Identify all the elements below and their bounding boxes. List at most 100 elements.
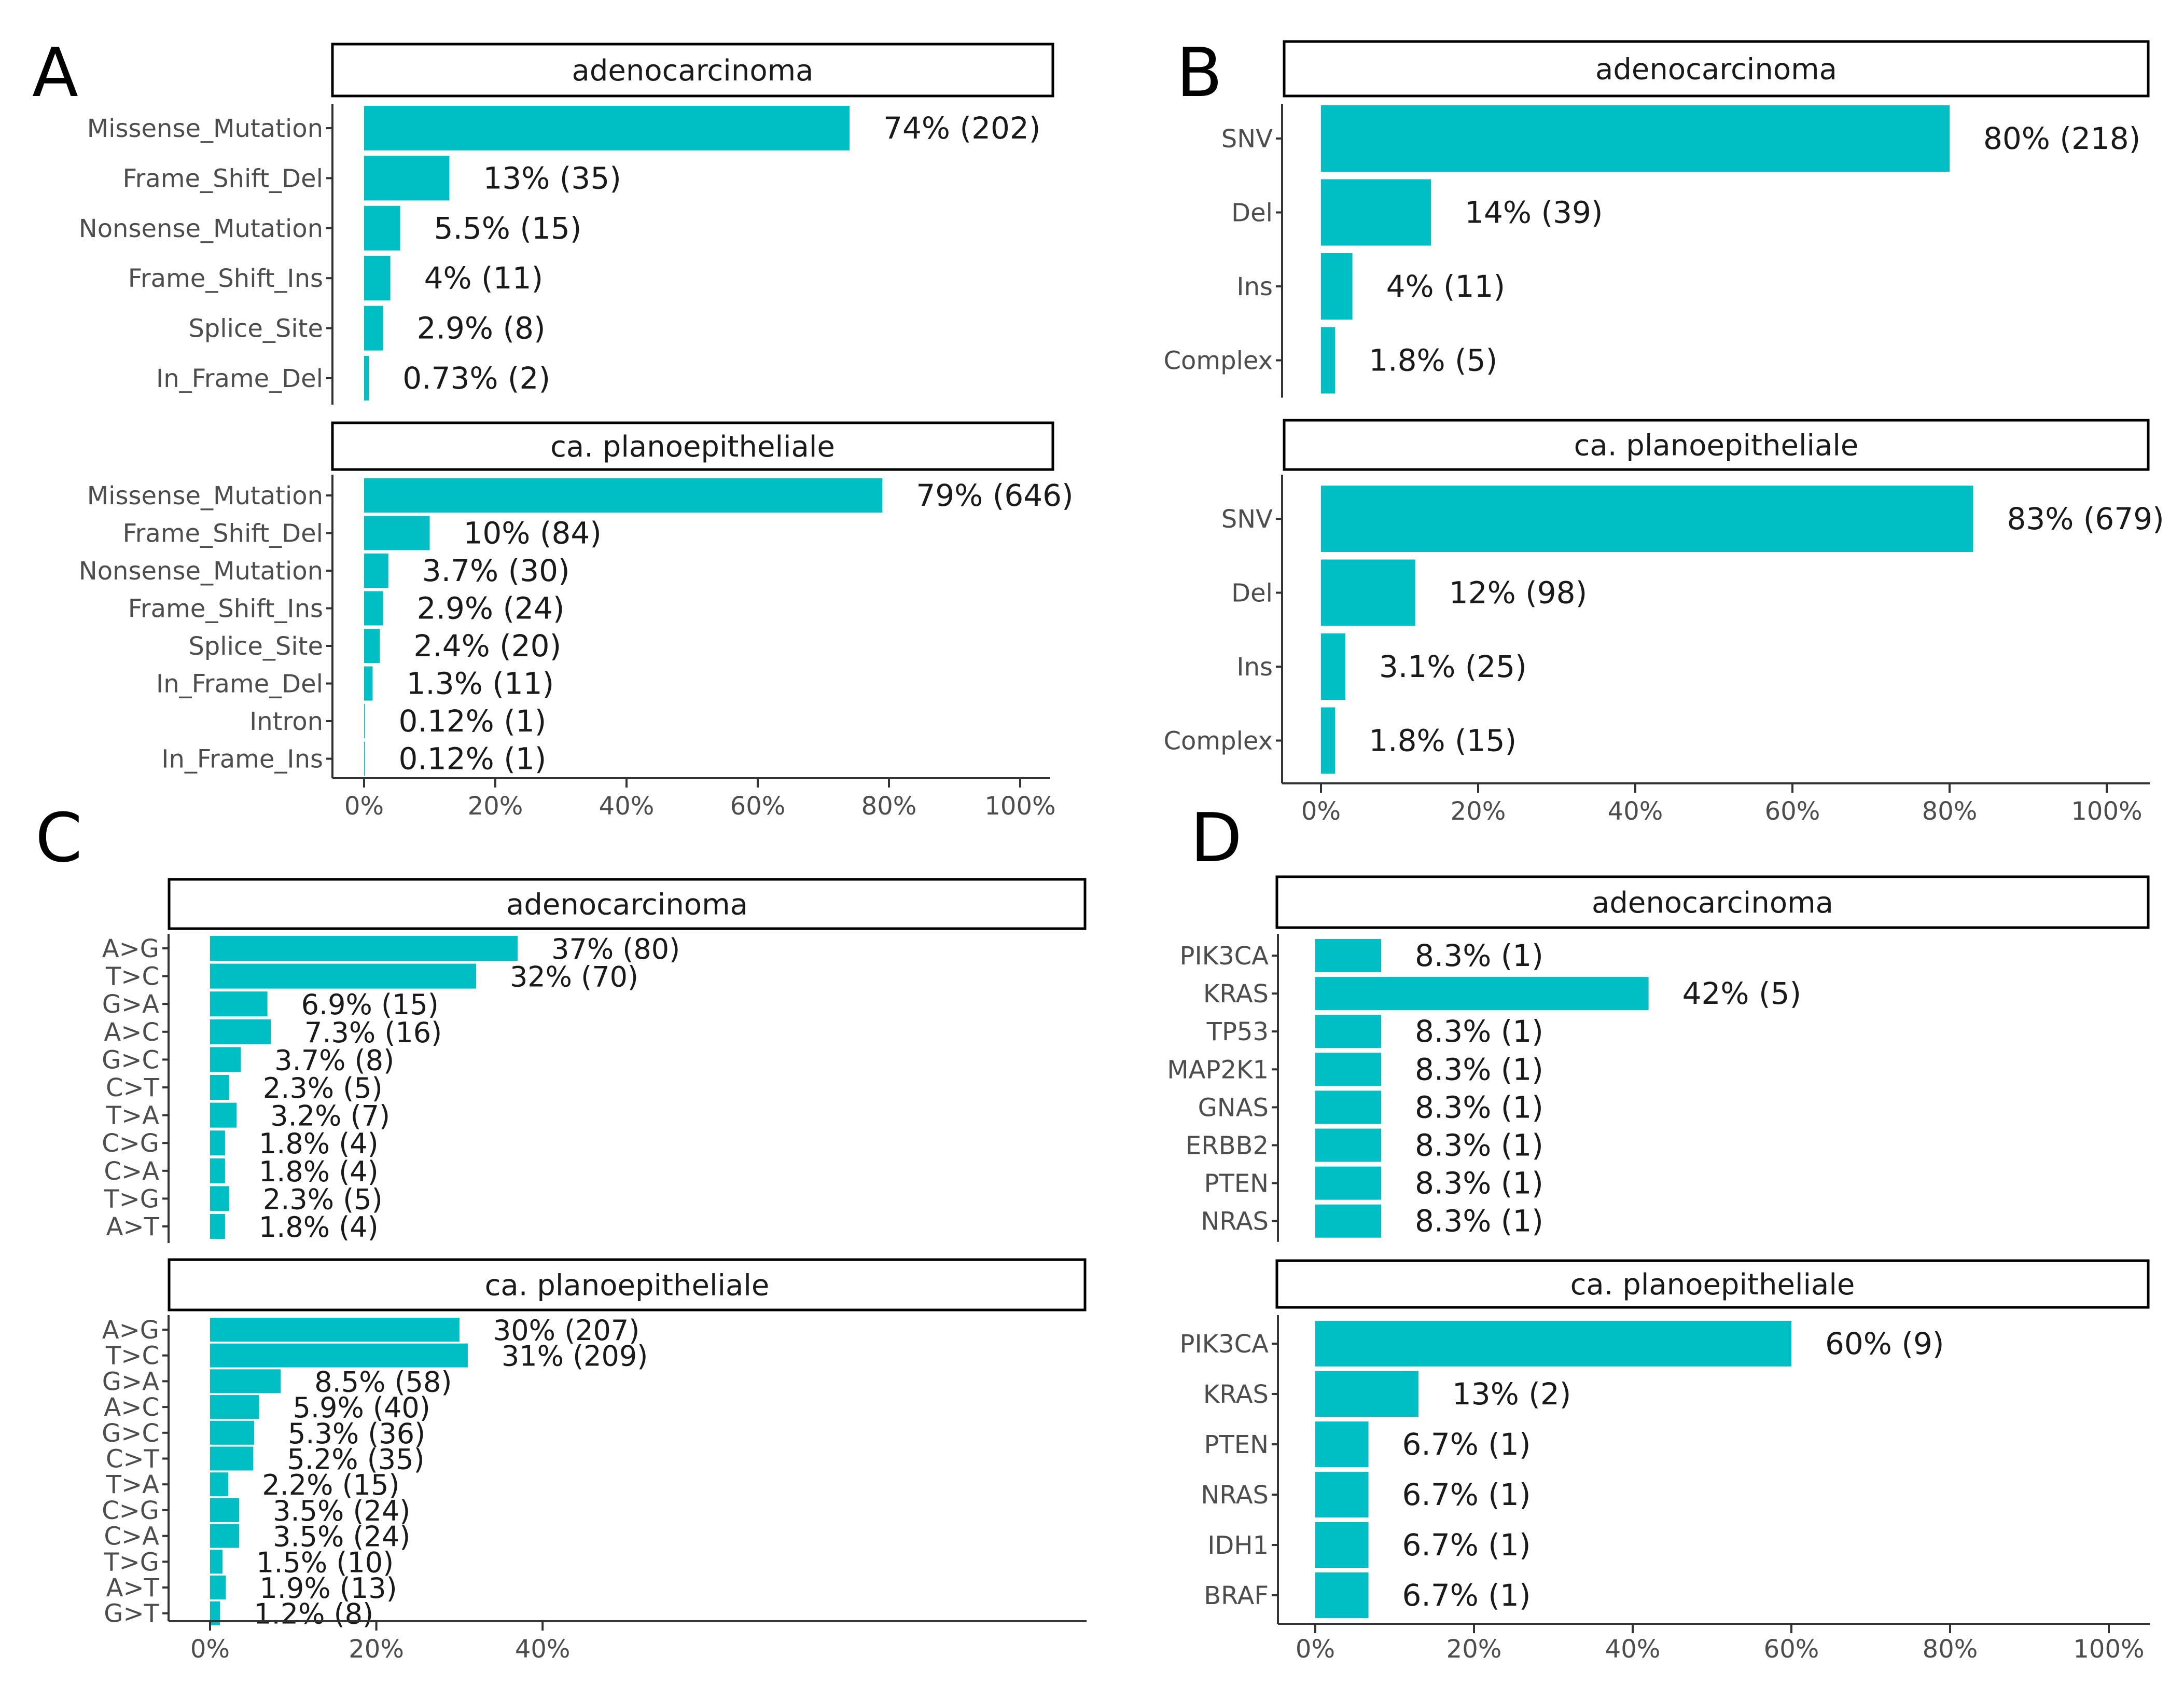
data-label: 1.8% (4) — [259, 1127, 379, 1160]
bar[interactable] — [364, 306, 383, 351]
bar[interactable] — [210, 1395, 259, 1419]
bar[interactable] — [210, 1047, 241, 1072]
bar[interactable] — [1315, 1472, 1369, 1517]
y-tick-label: Frame_Shift_Ins — [128, 595, 323, 624]
y-tick-label: PTEN — [1204, 1430, 1269, 1459]
bar[interactable] — [1321, 179, 1431, 246]
y-tick-label: C>T — [106, 1073, 160, 1102]
bar[interactable] — [210, 1130, 225, 1156]
y-tick-label: G>A — [102, 1367, 159, 1396]
data-label: 8.5% (58) — [314, 1365, 452, 1398]
y-tick-label: Complex — [1163, 347, 1273, 376]
bar[interactable] — [210, 1318, 460, 1342]
bar[interactable] — [210, 1498, 240, 1522]
bar[interactable] — [210, 1158, 225, 1183]
data-label: 3.1% (25) — [1379, 649, 1527, 684]
y-tick-label: Del — [1231, 199, 1273, 228]
y-tick-label: G>C — [102, 1419, 159, 1448]
bar[interactable] — [210, 991, 268, 1017]
bar[interactable] — [1315, 977, 1649, 1011]
bar[interactable] — [364, 629, 380, 663]
facet-strip — [331, 421, 1054, 471]
bar[interactable] — [1315, 1053, 1381, 1086]
facet-adenocarcinoma: adenocarcinoma PIK3CA 8.3% (1) KRAS 42% (5) T… — [1167, 875, 2150, 1242]
bar[interactable] — [210, 1601, 220, 1625]
bar[interactable] — [364, 741, 365, 776]
facet-strip — [331, 43, 1054, 98]
x-tick-label: 40% — [1608, 797, 1663, 826]
bar[interactable] — [364, 356, 369, 401]
bar[interactable] — [1315, 1128, 1381, 1162]
bar[interactable] — [210, 1214, 225, 1239]
bar[interactable] — [364, 256, 391, 301]
bar[interactable] — [1321, 105, 1950, 172]
bar[interactable] — [210, 1369, 281, 1393]
bar[interactable] — [364, 704, 365, 738]
bar[interactable] — [364, 516, 430, 550]
bar[interactable] — [1315, 1204, 1381, 1238]
bar[interactable] — [210, 1186, 229, 1211]
bar[interactable] — [210, 1576, 226, 1599]
data-label: 10% (84) — [464, 516, 602, 551]
bar[interactable] — [210, 1550, 223, 1574]
y-tick-label: A>G — [102, 934, 159, 963]
y-tick-label: A>T — [106, 1212, 160, 1241]
bar[interactable] — [364, 156, 450, 201]
bar[interactable] — [210, 1102, 237, 1128]
bar[interactable] — [1315, 1522, 1369, 1568]
bar[interactable] — [210, 936, 518, 961]
y-tick-label: Del — [1231, 579, 1273, 608]
panel-letter: B — [1176, 33, 1222, 112]
bar[interactable] — [1315, 1166, 1381, 1200]
bar[interactable] — [210, 1075, 229, 1100]
bar[interactable] — [1321, 486, 1973, 552]
bar[interactable] — [364, 666, 373, 701]
bar[interactable] — [210, 1472, 229, 1497]
bar[interactable] — [210, 1343, 468, 1368]
bar[interactable] — [210, 1420, 254, 1445]
data-label: 2.4% (20) — [413, 628, 561, 664]
bar[interactable] — [1321, 559, 1415, 626]
facet-title: ca. planoepitheliale — [485, 1269, 770, 1303]
data-label: 3.2% (7) — [270, 1100, 390, 1133]
y-tick-label: Nonsense_Mutation — [79, 557, 323, 586]
bar[interactable] — [1315, 1421, 1369, 1467]
bar[interactable] — [1315, 1371, 1418, 1417]
data-label: 3.5% (24) — [273, 1495, 410, 1527]
facet-title: ca. planoepitheliale — [1574, 429, 1859, 463]
bar[interactable] — [1315, 1321, 1791, 1366]
y-tick-label: In_Frame_Ins — [161, 745, 323, 774]
bar[interactable] — [1321, 707, 1336, 774]
x-tick-label: 80% — [861, 792, 917, 821]
bar[interactable] — [1321, 253, 1353, 320]
bar[interactable] — [1315, 1090, 1381, 1124]
y-tick-label: T>A — [106, 1101, 160, 1130]
bar[interactable] — [210, 1019, 271, 1044]
data-label: 37% (80) — [551, 933, 680, 965]
y-tick-label: A>C — [104, 1018, 159, 1047]
bar[interactable] — [364, 554, 388, 588]
bar[interactable] — [210, 963, 476, 989]
bar[interactable] — [1315, 939, 1381, 972]
bar[interactable] — [1321, 633, 1345, 700]
x-tick-label: 20% — [1446, 1635, 1502, 1664]
bar[interactable] — [364, 106, 850, 150]
bar[interactable] — [364, 478, 883, 513]
y-tick-label: Frame_Shift_Ins — [128, 264, 323, 293]
facet-strip — [168, 878, 1087, 930]
bar[interactable] — [1321, 327, 1336, 394]
bar[interactable] — [364, 591, 383, 626]
facet-title: ca. planoepitheliale — [550, 430, 835, 464]
bar[interactable] — [364, 205, 400, 251]
data-label: 1.8% (15) — [1369, 723, 1517, 758]
data-label: 14% (39) — [1465, 195, 1603, 230]
y-tick-label: ERBB2 — [1186, 1131, 1269, 1161]
bar[interactable] — [1315, 1572, 1369, 1618]
bar[interactable] — [1315, 1015, 1381, 1048]
bar[interactable] — [210, 1524, 240, 1548]
y-tick-label: Splice_Site — [188, 632, 323, 661]
bar[interactable] — [210, 1446, 254, 1471]
data-label: 2.3% (5) — [263, 1072, 383, 1105]
